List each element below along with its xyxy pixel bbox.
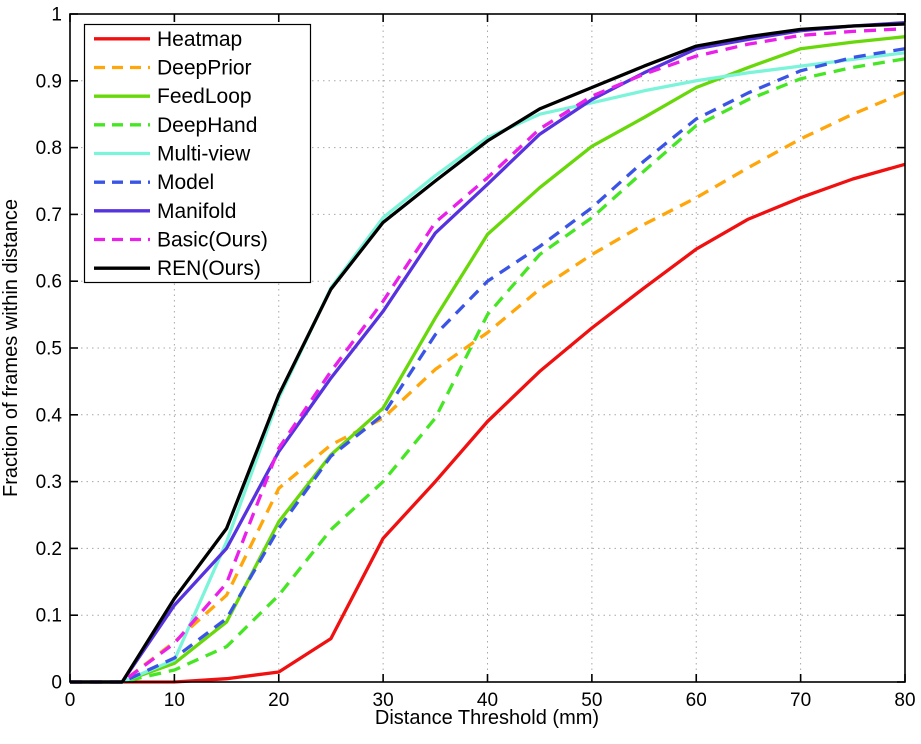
- x-tick-label-20: 20: [268, 690, 289, 711]
- y-tick-label-0.1: 0.1: [36, 606, 62, 627]
- series-line-heatmap: [70, 162, 906, 684]
- x-tick-label-0: 0: [65, 690, 76, 711]
- x-tick-label-40: 40: [477, 690, 498, 711]
- legend-label-deepprior: DeepPrior: [157, 57, 252, 80]
- series-line-manifold: [70, 21, 906, 684]
- legend-label-heatmap: Heatmap: [157, 28, 242, 51]
- legend-label-multi-view: Multi-view: [157, 143, 251, 166]
- x-tick-label-50: 50: [581, 690, 602, 711]
- series-line-multi-view: [70, 51, 906, 684]
- series-line-model: [70, 47, 906, 684]
- legend-label-model: Model: [157, 171, 214, 194]
- series-line-deepprior: [70, 90, 906, 684]
- legend-label-ren-ours: REN(Ours): [157, 257, 261, 280]
- y-tick-label-1: 1: [51, 5, 62, 26]
- legend-item-basic-ours: Basic(Ours): [94, 229, 268, 252]
- legend-item-deepprior: DeepPrior: [94, 57, 252, 80]
- x-tick-label-30: 30: [373, 690, 394, 711]
- x-tick-label-10: 10: [164, 690, 185, 711]
- legend-item-heatmap: Heatmap: [94, 28, 242, 51]
- y-axis-label: Fraction of frames within distance: [0, 199, 22, 497]
- y-tick-label-0.4: 0.4: [36, 405, 63, 426]
- legend-item-manifold: Manifold: [94, 200, 236, 223]
- x-tick-label-80: 80: [894, 690, 915, 711]
- tick-label-layer: 0 10 20 30 40 50 60 70 80 0 0.1 0.2 0.3 0.4 0.5 0.6 0.7 0…: [36, 5, 916, 712]
- legend-item-multi-view: Multi-view: [94, 143, 251, 166]
- legend-item-model: Model: [94, 171, 214, 194]
- x-tick-label-70: 70: [790, 690, 811, 711]
- series-line-deephand: [70, 57, 906, 684]
- y-tick-label-0.2: 0.2: [36, 539, 62, 560]
- x-tick-label-60: 60: [686, 690, 707, 711]
- legend-item-ren-ours: REN(Ours): [94, 257, 261, 280]
- series-line-basic-ours: [70, 27, 906, 684]
- legend-item-feedloop: FeedLoop: [94, 85, 252, 108]
- y-tick-label-0.3: 0.3: [36, 472, 62, 493]
- legend-label-feedloop: FeedLoop: [157, 85, 252, 108]
- series-line-ren-ours: [70, 22, 906, 684]
- series-layer: [70, 21, 906, 684]
- legend-label-deephand: DeepHand: [157, 114, 257, 137]
- y-tick-label-0.6: 0.6: [36, 272, 62, 293]
- y-tick-label-0.5: 0.5: [36, 339, 62, 360]
- x-axis-label: Distance Threshold (mm): [375, 707, 599, 729]
- legend-item-deephand: DeepHand: [94, 114, 257, 137]
- y-tick-label-0.7: 0.7: [36, 205, 62, 226]
- y-tick-label-0.8: 0.8: [36, 138, 62, 159]
- legend: Heatmap DeepPrior FeedLoop DeepHand Multi-vi…: [83, 23, 312, 284]
- legend-label-manifold: Manifold: [157, 200, 236, 223]
- y-tick-label-0.9: 0.9: [36, 71, 62, 92]
- y-tick-label-0: 0: [51, 673, 62, 694]
- series-line-feedloop: [70, 35, 906, 684]
- legend-label-basic-ours: Basic(Ours): [157, 229, 268, 252]
- axes-frame-layer: [69, 13, 906, 683]
